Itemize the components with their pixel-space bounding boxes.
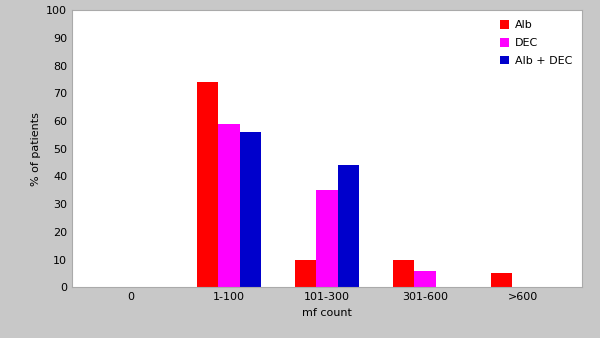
Bar — [491, 273, 512, 287]
Y-axis label: % of patients: % of patients — [31, 112, 41, 186]
Bar — [197, 82, 218, 287]
Bar — [414, 271, 436, 287]
Bar — [218, 124, 240, 287]
Bar — [295, 260, 316, 287]
Bar — [338, 165, 359, 287]
Legend: Alb, DEC, Alb + DEC: Alb, DEC, Alb + DEC — [496, 16, 577, 71]
Bar — [393, 260, 414, 287]
Bar — [240, 132, 261, 287]
Bar — [316, 190, 338, 287]
X-axis label: mf count: mf count — [302, 308, 352, 318]
